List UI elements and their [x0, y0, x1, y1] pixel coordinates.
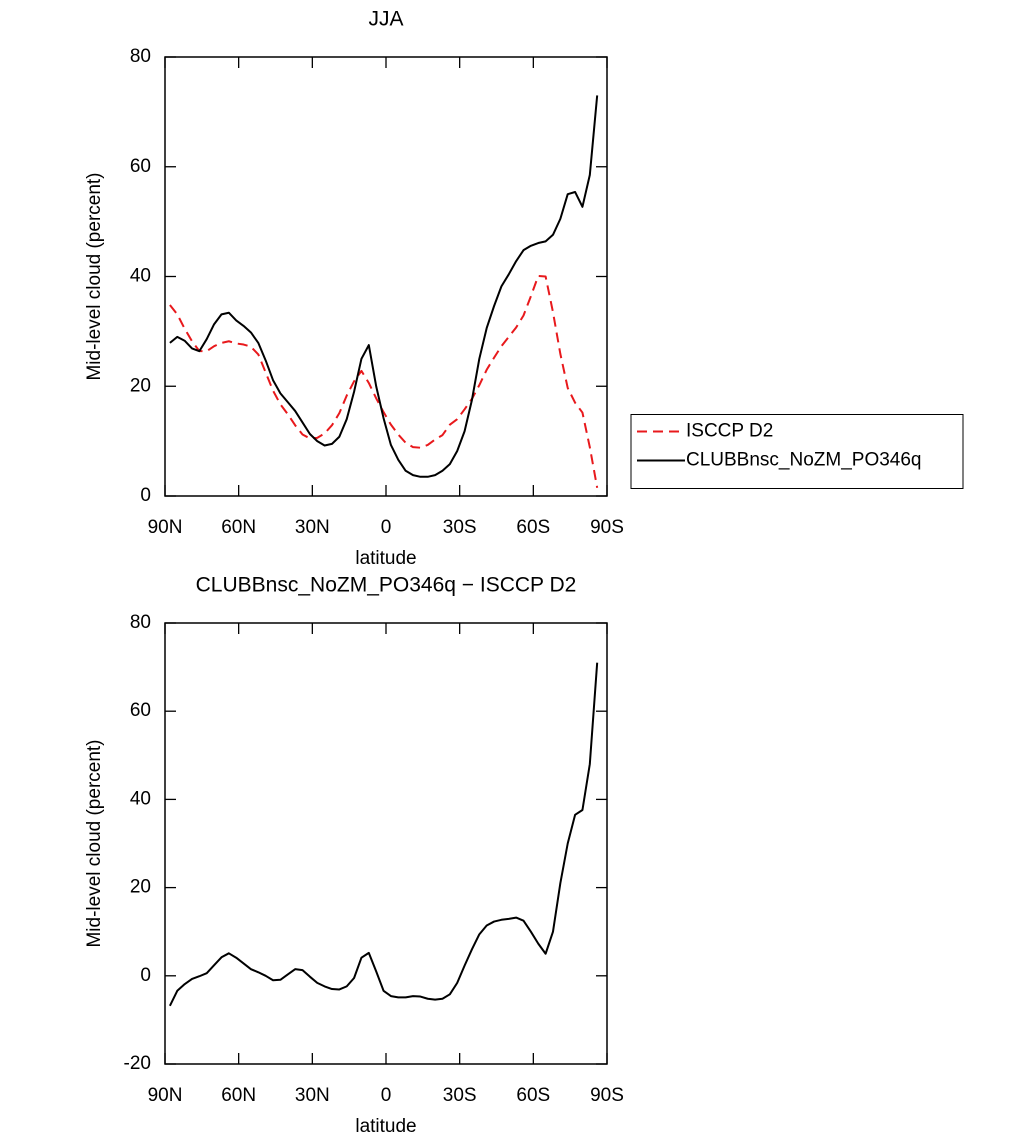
- x-axis-label: latitude: [355, 1116, 416, 1137]
- data-line: [169, 95, 599, 478]
- y-axis-label: Mid-level cloud (percent): [84, 172, 105, 380]
- plot-frame: [164, 622, 608, 1065]
- legend-box: [630, 414, 964, 489]
- data-line: [169, 662, 599, 1007]
- y-tick-label: 40: [130, 788, 151, 809]
- x-tick-label: 60N: [221, 1085, 256, 1106]
- y-tick-label: 20: [130, 375, 151, 396]
- y-tick-label: 80: [130, 46, 151, 67]
- x-tick-label: 0: [381, 1085, 392, 1106]
- y-tick-label: -20: [124, 1053, 151, 1074]
- y-tick-label: 80: [130, 612, 151, 633]
- x-tick-label: 0: [381, 517, 392, 538]
- x-tick-label: 30N: [295, 517, 330, 538]
- legend-label: CLUBBnsc_NoZM_PO346q: [686, 450, 922, 471]
- legend-label: ISCCP D2: [686, 421, 773, 442]
- x-tick-label: 90N: [148, 517, 183, 538]
- x-tick-label: 60S: [516, 1085, 550, 1106]
- y-tick-label: 40: [130, 266, 151, 287]
- y-tick-label: 0: [140, 965, 151, 986]
- y-tick-label: 60: [130, 156, 151, 177]
- x-tick-label: 30S: [443, 517, 477, 538]
- chart-title: CLUBBnsc_NoZM_PO346q − ISCCP D2: [196, 574, 577, 597]
- x-tick-label: 60S: [516, 517, 550, 538]
- y-tick-label: 20: [130, 877, 151, 898]
- y-tick-label: 0: [140, 485, 151, 506]
- y-tick-label: 60: [130, 700, 151, 721]
- x-tick-label: 90S: [590, 1085, 624, 1106]
- x-tick-label: 30N: [295, 1085, 330, 1106]
- x-tick-label: 90N: [148, 1085, 183, 1106]
- x-axis-label: latitude: [355, 548, 416, 569]
- y-axis-label: Mid-level cloud (percent): [84, 739, 105, 947]
- x-tick-label: 30S: [443, 1085, 477, 1106]
- chart-title: JJA: [368, 8, 403, 31]
- x-tick-label: 90S: [590, 517, 624, 538]
- data-line: [169, 274, 599, 488]
- x-tick-label: 60N: [221, 517, 256, 538]
